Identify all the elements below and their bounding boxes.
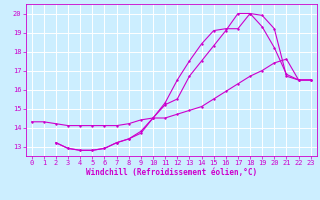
X-axis label: Windchill (Refroidissement éolien,°C): Windchill (Refroidissement éolien,°C) xyxy=(86,168,257,177)
